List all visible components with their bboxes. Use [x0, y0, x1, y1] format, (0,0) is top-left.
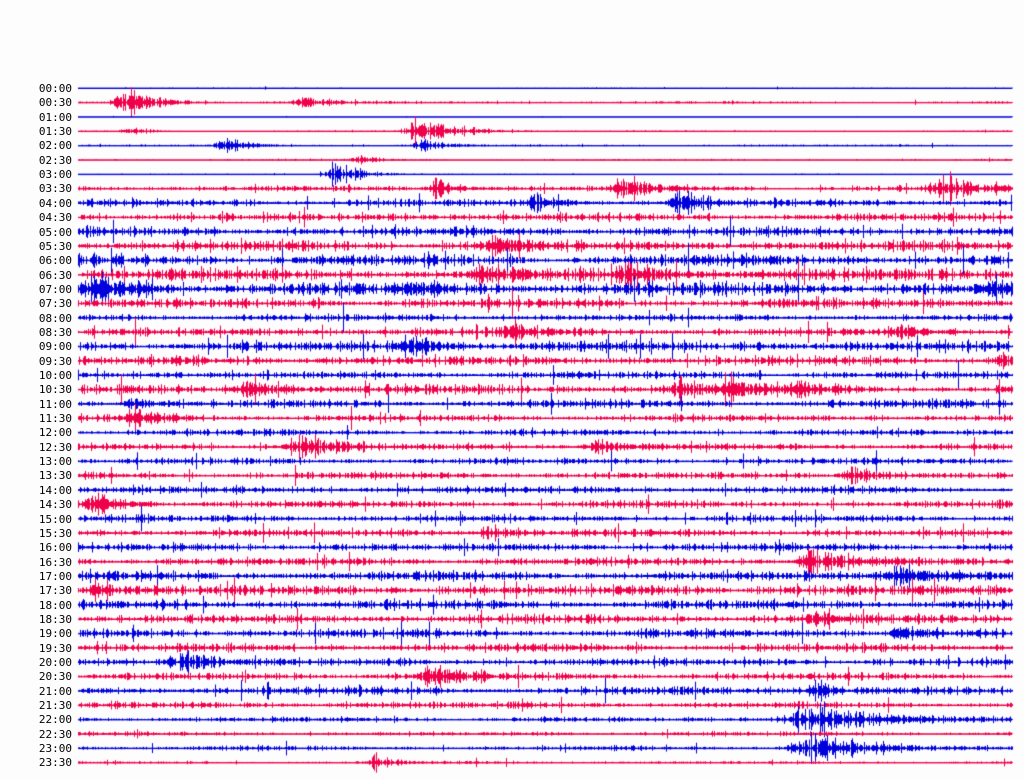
time-axis-label: 13:00 [38, 455, 72, 469]
time-axis-labels: 00:00 00:30 01:00 01:30 02:00 02:30 03:00 03:30… [0, 0, 72, 780]
time-axis-label: 08:30 [38, 325, 72, 339]
time-axis-label: 01:00 [38, 110, 72, 124]
time-axis-label: 15:30 [38, 526, 72, 540]
time-axis-label: 02:30 [38, 153, 72, 167]
time-axis-label: 14:30 [38, 498, 72, 512]
time-axis-label: 19:00 [38, 627, 72, 641]
time-axis-label: 12:00 [38, 426, 72, 440]
time-axis-label: 20:00 [38, 656, 72, 669]
time-axis-label: 19:30 [38, 641, 72, 655]
time-axis-label: 00:00 [38, 82, 72, 95]
time-axis-label: 03:30 [38, 182, 72, 196]
time-axis-label: 17:00 [38, 569, 72, 583]
time-axis-label: 16:30 [38, 555, 72, 569]
time-axis-label: 04:00 [38, 196, 72, 210]
time-axis-label: 14:00 [38, 483, 72, 497]
time-axis-label: 13:30 [38, 469, 72, 483]
time-axis-label: 01:30 [38, 125, 72, 139]
time-axis-label: 22:30 [38, 727, 72, 741]
time-axis-label: 07:00 [38, 282, 72, 296]
time-axis-label: 17:30 [38, 584, 72, 598]
time-axis-label: 07:30 [38, 297, 72, 311]
time-axis-label: 22:00 [38, 713, 72, 727]
time-axis-label: 20:30 [38, 670, 72, 684]
time-axis-label: 10:30 [38, 383, 72, 397]
time-axis-label: 02:00 [38, 139, 72, 153]
time-axis-label: 18:30 [38, 612, 72, 626]
time-axis-label: 06:00 [38, 254, 72, 268]
time-axis-label: 16:00 [38, 541, 72, 555]
time-axis-label: 15:00 [38, 512, 72, 526]
time-axis-label: 23:30 [38, 756, 72, 770]
time-axis-label: 11:30 [38, 412, 72, 426]
time-axis-label: 11:00 [38, 397, 72, 411]
time-axis-label: 10:00 [38, 369, 72, 382]
time-axis-label: 06:30 [38, 268, 72, 282]
time-axis-label: 21:30 [38, 699, 72, 713]
time-axis-label: 00:30 [38, 96, 72, 110]
time-axis-label: 04:30 [38, 211, 72, 225]
time-axis-label: 03:00 [38, 168, 72, 182]
time-axis-label: 05:00 [38, 225, 72, 239]
time-axis-label: 18:00 [38, 598, 72, 612]
time-axis-label: 09:00 [38, 340, 72, 354]
time-axis-label: 23:00 [38, 742, 72, 756]
time-axis-label: 12:30 [38, 440, 72, 454]
time-axis-label: 05:30 [38, 239, 72, 253]
time-axis-label: 09:30 [38, 354, 72, 368]
time-axis-label: 21:00 [38, 684, 72, 698]
time-axis-label: 08:00 [38, 311, 72, 325]
